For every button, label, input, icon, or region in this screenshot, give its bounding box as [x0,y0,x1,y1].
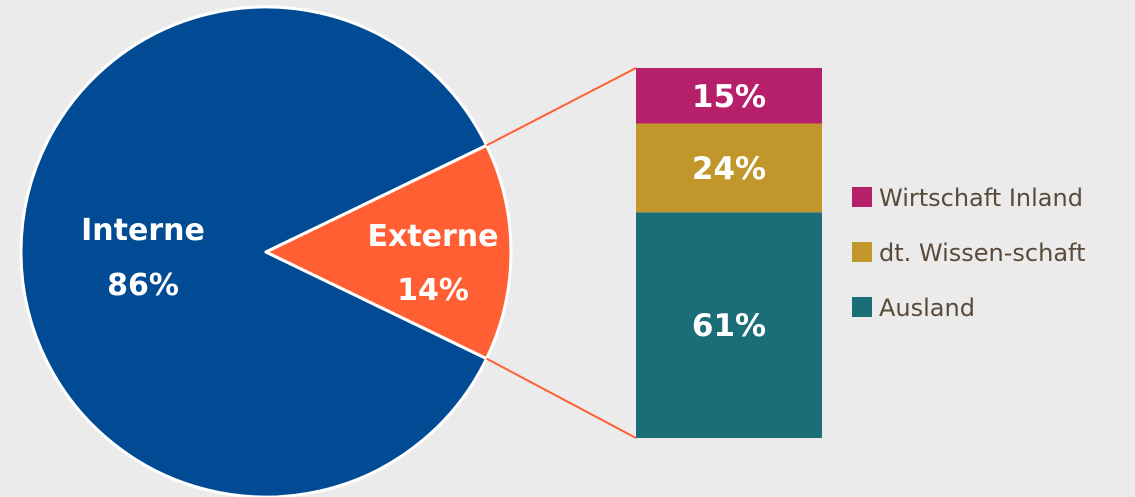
bar-label-ausland: 61% [692,308,766,344]
bar-segment-wirtschaft-inland [636,68,822,124]
legend-label-wirtschaft-inland: Wirtschaft Inland [879,184,1083,212]
legend-label-dt-wissen-schaft: dt. Wissen-schaft [879,239,1085,267]
legend: Wirtschaft Inland dt. Wissen-schaft Auslan… [852,184,1085,322]
bar-label-dt-wissen-schaft: 24% [692,151,766,187]
pie-slice-externe [264,143,513,361]
bar-segment-dt-wissen-schaft [636,123,822,213]
connector-line-top [486,67,637,147]
legend-swatch-ausland [852,297,872,317]
bar-segment-ausland [636,212,822,438]
pie-value-externe: 14% [397,273,469,308]
connector-lines [486,67,637,439]
stacked-bar: 61% 24% 15% [636,68,822,438]
pie-value-interne: 86% [107,268,179,303]
legend-label-ausland: Ausland [879,294,975,322]
pie-label-interne: Interne [81,213,205,248]
connector-line-bottom [486,357,637,439]
pie-slice-interne [19,5,489,497]
legend-swatch-dt-wissen-schaft [852,242,872,262]
legend-swatch-wirtschaft-inland [852,187,872,207]
pie-label-externe: Externe [367,219,498,254]
pie-chart: Interne 86% Externe 14% [19,5,513,497]
bar-label-wirtschaft-inland: 15% [692,79,766,115]
